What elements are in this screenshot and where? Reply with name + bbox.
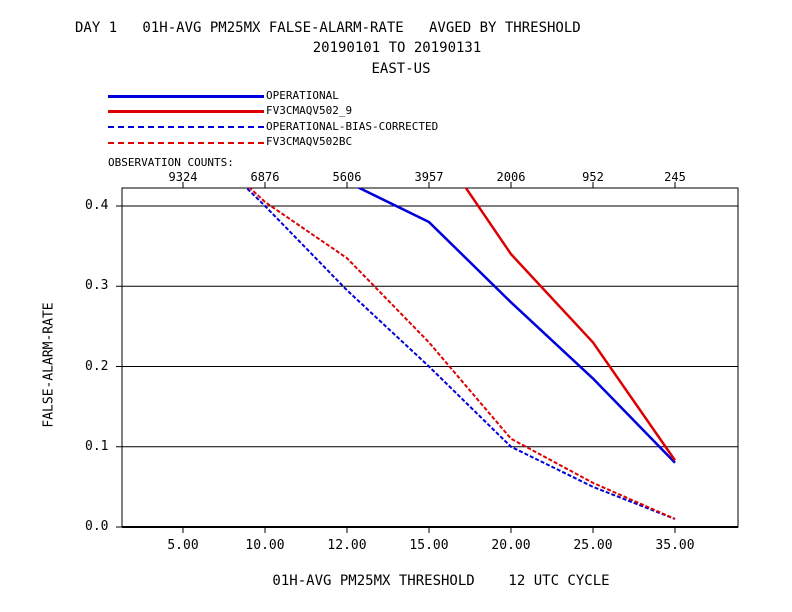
- legend-line-fv3cmaqv502bc: [108, 142, 264, 144]
- y-tick-label: 0.0: [85, 519, 109, 534]
- obs-count: 3957: [414, 170, 444, 184]
- series-line-fv3cmaqv502-9: [464, 188, 677, 462]
- chart-title: DAY 1 01H-AVG PM25MX FALSE-ALARM-RATE AV…: [75, 20, 581, 36]
- legend-label-operational: OPERATIONAL: [266, 89, 339, 102]
- chart-date-range: 20190101 TO 20190131: [312, 40, 482, 56]
- legend-line-operational: [108, 95, 264, 98]
- legend-label-operational-bc: OPERATIONAL-BIAS-CORRECTED: [266, 120, 439, 133]
- legend-label-fv3cmaqv502-9: FV3CMAQV502_9: [266, 104, 353, 117]
- observation-counts-label: OBSERVATION COUNTS:: [108, 156, 234, 169]
- x-tick-label: 20.00: [491, 538, 531, 553]
- x-tick-label: 15.00: [409, 538, 449, 553]
- x-tick-label: 25.00: [573, 538, 613, 553]
- obs-count: 5606: [332, 170, 362, 184]
- x-tick-label: 12.00: [327, 538, 367, 553]
- obs-count: 245: [664, 170, 686, 184]
- series-line-operational-bias-corrected: [245, 188, 676, 520]
- legend-label-fv3cmaqv502bc: FV3CMAQV502BC: [266, 135, 353, 148]
- x-axis-label: 01H-AVG PM25MX THRESHOLD 12 UTC CYCLE: [272, 573, 610, 589]
- y-tick-label: 0.1: [85, 439, 109, 454]
- legend-line-operational-bc: [108, 126, 264, 128]
- plot-frame: [121, 187, 739, 528]
- x-tick-label: 35.00: [655, 538, 695, 553]
- obs-count: 9324: [168, 170, 198, 184]
- y-tick-label: 0.3: [85, 278, 109, 293]
- obs-count: 952: [582, 170, 604, 184]
- series-line-operational: [356, 188, 676, 464]
- legend-line-fv3cmaqv502-9: [108, 110, 264, 113]
- y-tick-label: 0.2: [85, 359, 109, 374]
- chart-region: EAST-US: [371, 61, 431, 77]
- y-tick-label: 0.4: [85, 198, 109, 213]
- obs-count: 6876: [250, 170, 280, 184]
- series-line-fv3cmaqv502bc: [248, 188, 676, 520]
- x-tick-label: 10.00: [245, 538, 285, 553]
- x-tick-label: 5.00: [167, 538, 199, 553]
- y-axis-label: FALSE-ALARM-RATE: [41, 302, 57, 428]
- obs-count: 2006: [496, 170, 526, 184]
